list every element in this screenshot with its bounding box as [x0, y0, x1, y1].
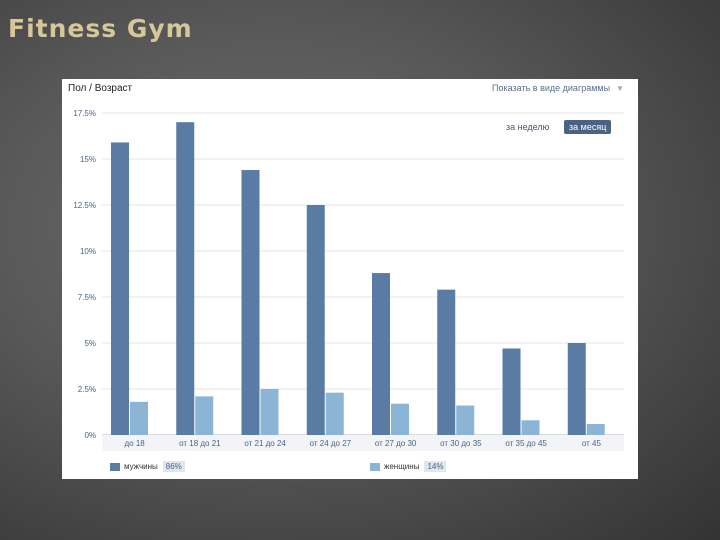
legend-women[interactable]: женщины 14% — [370, 461, 447, 472]
legend-share-men: 86% — [162, 461, 185, 472]
y-tick-label: 10% — [80, 247, 96, 256]
bar-men — [306, 205, 325, 435]
bar-men — [111, 142, 129, 435]
legend-men[interactable]: мужчины 86% — [110, 461, 185, 472]
x-tick-label: от 21 до 24 — [244, 439, 286, 448]
legend-label-men: мужчины — [124, 462, 158, 471]
legend-label-women: женщины — [384, 462, 420, 471]
bar-men — [502, 348, 521, 435]
y-tick-label: 7.5% — [78, 293, 96, 302]
bar-women — [521, 420, 540, 435]
panel-title: Пол / Возраст — [68, 83, 133, 94]
period-week-link[interactable]: за неделю — [506, 122, 550, 132]
x-tick-label: от 27 до 30 — [375, 439, 417, 448]
y-tick-label: 12.5% — [73, 201, 96, 210]
x-axis-band — [102, 435, 624, 451]
period-month-button[interactable]: за месяц — [564, 120, 612, 134]
chart-panel: Пол / Возраст Показать в виде диаграммы ▼… — [62, 79, 638, 479]
bar-men — [372, 273, 390, 435]
x-tick-label: от 30 до 35 — [440, 439, 482, 448]
x-tick-label: до 18 — [125, 439, 146, 448]
bar-chart: 0% 2.5% 5% 7.5% 10% 12.5% 15% 17.5% до 18 от 18 д… — [73, 109, 624, 451]
bar-men — [241, 170, 260, 435]
bar-men — [567, 343, 586, 435]
bar-women — [325, 392, 344, 435]
bar-men — [176, 122, 195, 435]
view-toggle-label: Показать в виде диаграммы — [492, 83, 611, 93]
x-tick-label: от 24 до 27 — [310, 439, 352, 448]
chevron-down-icon: ▼ — [616, 84, 624, 93]
y-tick-label: 17.5% — [73, 109, 96, 118]
x-tick-label: от 18 до 21 — [179, 439, 221, 448]
slide-title: Fitness Gym — [8, 14, 193, 43]
legend-share-women: 14% — [424, 461, 447, 472]
y-tick-label: 5% — [84, 339, 96, 348]
view-toggle-dropdown[interactable]: Показать в виде диаграммы ▼ — [492, 83, 624, 93]
bar-women — [195, 396, 214, 435]
x-tick-label: от 35 до 45 — [505, 439, 547, 448]
legend-swatch-men — [110, 462, 120, 471]
y-tick-label: 0% — [84, 431, 96, 440]
bar-women — [260, 389, 279, 435]
x-tick-label: от 45 — [582, 439, 602, 448]
bar-men — [437, 289, 456, 435]
y-tick-label: 2.5% — [78, 385, 96, 394]
bar-women — [456, 405, 475, 435]
bar-women — [130, 401, 148, 435]
bar-women — [586, 423, 605, 435]
legend-swatch-women — [370, 462, 380, 471]
bar-women — [391, 403, 409, 435]
y-tick-label: 15% — [80, 155, 96, 164]
